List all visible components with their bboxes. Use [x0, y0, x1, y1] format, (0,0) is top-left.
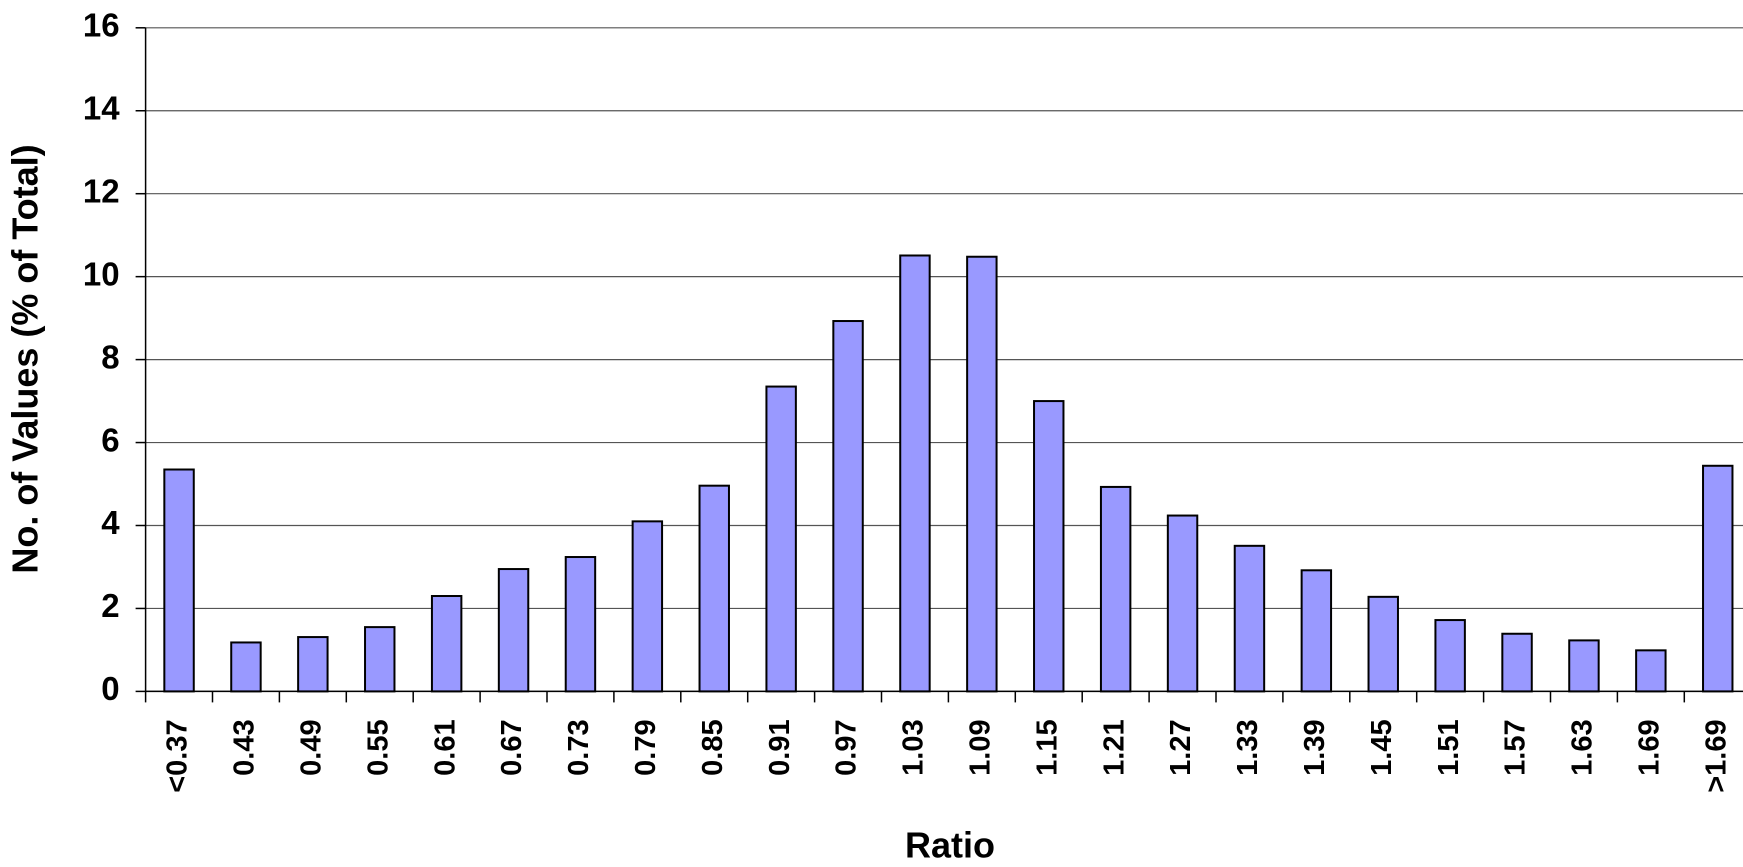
- x-tick-label: 0.85: [697, 719, 729, 775]
- bar: [966, 255, 998, 693]
- y-tick-label: 6: [101, 421, 119, 458]
- y-tick-label: 0: [101, 670, 119, 707]
- y-tick-label: 12: [83, 172, 120, 209]
- bar: [297, 636, 329, 693]
- bar: [1702, 464, 1734, 693]
- x-tick-label: 1.15: [1031, 719, 1063, 775]
- bar: [430, 595, 463, 693]
- x-tick-label: 0.61: [429, 719, 461, 775]
- x-tick-label: 1.09: [965, 719, 997, 775]
- x-tick-label: 1.51: [1433, 719, 1465, 775]
- x-axis-title: Ratio: [905, 825, 995, 866]
- y-tick-label: 14: [83, 89, 120, 126]
- bar: [899, 254, 931, 693]
- bar: [698, 484, 730, 693]
- bar: [1033, 400, 1065, 693]
- x-tick-label: 1.03: [898, 719, 930, 775]
- x-tick-label: 0.49: [296, 719, 328, 775]
- bar: [364, 626, 396, 693]
- x-tick-label: 1.57: [1500, 719, 1532, 775]
- x-tick-label: >1.69: [1700, 719, 1732, 792]
- x-tick-label: 0.55: [362, 719, 394, 775]
- bar: [1099, 485, 1132, 693]
- bar: [832, 320, 864, 693]
- bar: [631, 520, 664, 693]
- x-tick-label: 0.73: [563, 719, 595, 775]
- bar: [1635, 649, 1667, 693]
- x-tick-label: <0.37: [162, 719, 194, 792]
- y-axis-title: No. of Values (% of Total): [5, 144, 46, 573]
- bar: [1501, 632, 1533, 693]
- y-tick-label: 2: [101, 587, 119, 624]
- x-tick-label: 0.43: [229, 719, 261, 775]
- x-tick-label: 1.45: [1366, 719, 1398, 775]
- x-tick-label: 1.33: [1232, 719, 1264, 775]
- bar: [163, 468, 195, 693]
- bar: [497, 568, 530, 693]
- bar: [1233, 544, 1266, 693]
- bar: [1166, 514, 1199, 693]
- x-tick-label: 1.63: [1567, 719, 1599, 775]
- x-tick-label: 1.21: [1098, 719, 1130, 775]
- bar: [1568, 639, 1600, 693]
- x-tick-label: 1.39: [1299, 719, 1331, 775]
- x-tick-label: 1.69: [1634, 719, 1666, 775]
- y-tick-label: 10: [83, 255, 120, 292]
- y-tick-label: 8: [101, 338, 119, 375]
- x-tick-label: 0.79: [630, 719, 662, 775]
- bar: [1434, 619, 1466, 693]
- bar: [1367, 595, 1399, 693]
- bar: [564, 556, 597, 693]
- bar: [1300, 569, 1333, 693]
- bar: [765, 385, 797, 693]
- y-tick-label: 4: [101, 504, 120, 541]
- y-tick-label: 16: [83, 7, 120, 44]
- x-tick-label: 0.97: [831, 719, 863, 775]
- x-tick-label: 0.91: [764, 719, 796, 775]
- bar: [230, 641, 262, 693]
- x-tick-label: 0.67: [496, 719, 528, 775]
- x-tick-label: 1.27: [1165, 719, 1197, 775]
